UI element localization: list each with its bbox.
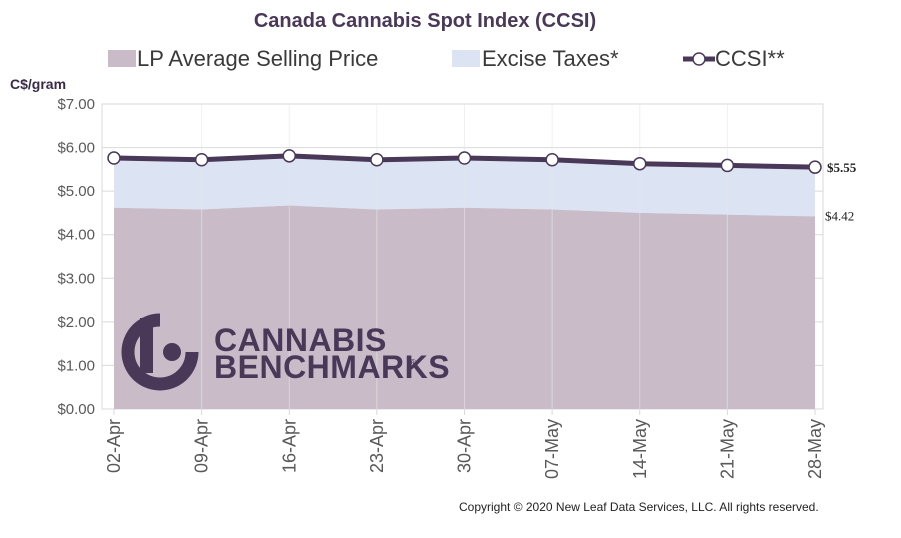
- ccsi-point: [107, 151, 121, 165]
- x-tick-label: 09-Apr: [192, 419, 212, 473]
- legend-label-ccsi: CCSI**: [715, 46, 785, 71]
- y-tick-label: $4.00: [57, 227, 95, 244]
- x-tick-label: 23-Apr: [367, 419, 387, 473]
- legend: LP Average Selling Price Excise Taxes* C…: [108, 46, 785, 71]
- copyright-notice: Copyright © 2020 New Leaf Data Services,…: [459, 500, 819, 514]
- y-tick-label: $0.00: [57, 401, 95, 418]
- x-tick-label: 16-Apr: [279, 419, 299, 473]
- x-tick-label: 21-May: [717, 419, 737, 479]
- ccsi-point: [633, 156, 647, 171]
- legend-swatch-lp: [108, 50, 136, 67]
- end-label-ccsi: $5.55: [827, 160, 857, 175]
- legend-label-excise: Excise Taxes*: [482, 46, 619, 71]
- ccsi-point: [370, 153, 384, 167]
- x-tick-label: 30-Apr: [455, 419, 475, 473]
- end-label-lp: $4.42: [825, 208, 854, 223]
- ccsi-point: [808, 160, 822, 174]
- ccsi-point: [194, 153, 209, 167]
- cannabis-benchmarks-logo: CANNABIS BENCHMARKS ®: [121, 313, 450, 391]
- legend-swatch-excise: [452, 50, 480, 67]
- legend-swatch-ccsi-marker: [692, 52, 706, 66]
- y-tick-label: $6.00: [57, 140, 95, 157]
- y-tick-label: $2.00: [57, 314, 95, 331]
- ccsi-point: [720, 158, 735, 173]
- logo-mark-icon: [121, 313, 199, 391]
- x-tick-label: 14-May: [630, 419, 650, 479]
- legend-label-lp: LP Average Selling Price: [137, 46, 378, 71]
- y-tick-label: $7.00: [57, 96, 95, 113]
- plot-area: $0.00 $1.00 $2.00 $3.00 $4.00 $5.00 $6.00 $7.00…: [57, 96, 825, 479]
- x-tick-label: 02-Apr: [104, 419, 124, 473]
- y-tick-label: $1.00: [57, 357, 95, 374]
- y-axis-unit: C$/gram: [10, 76, 66, 92]
- y-tick-label: $3.00: [57, 270, 95, 287]
- logo-registered-mark: ®: [409, 358, 417, 369]
- logo-text-line2: BENCHMARKS: [214, 349, 450, 385]
- y-tick-label: $5.00: [57, 183, 95, 200]
- logo-text-line1: CANNABIS: [214, 322, 387, 358]
- ccsi-point: [282, 149, 296, 163]
- x-tick-label: 28-May: [805, 419, 825, 479]
- x-tick-label: 07-May: [542, 419, 562, 479]
- ccsi-point: [545, 153, 559, 167]
- chart-title: Canada Cannabis Spot Index (CCSI): [254, 10, 596, 32]
- ccsi-point: [457, 151, 472, 165]
